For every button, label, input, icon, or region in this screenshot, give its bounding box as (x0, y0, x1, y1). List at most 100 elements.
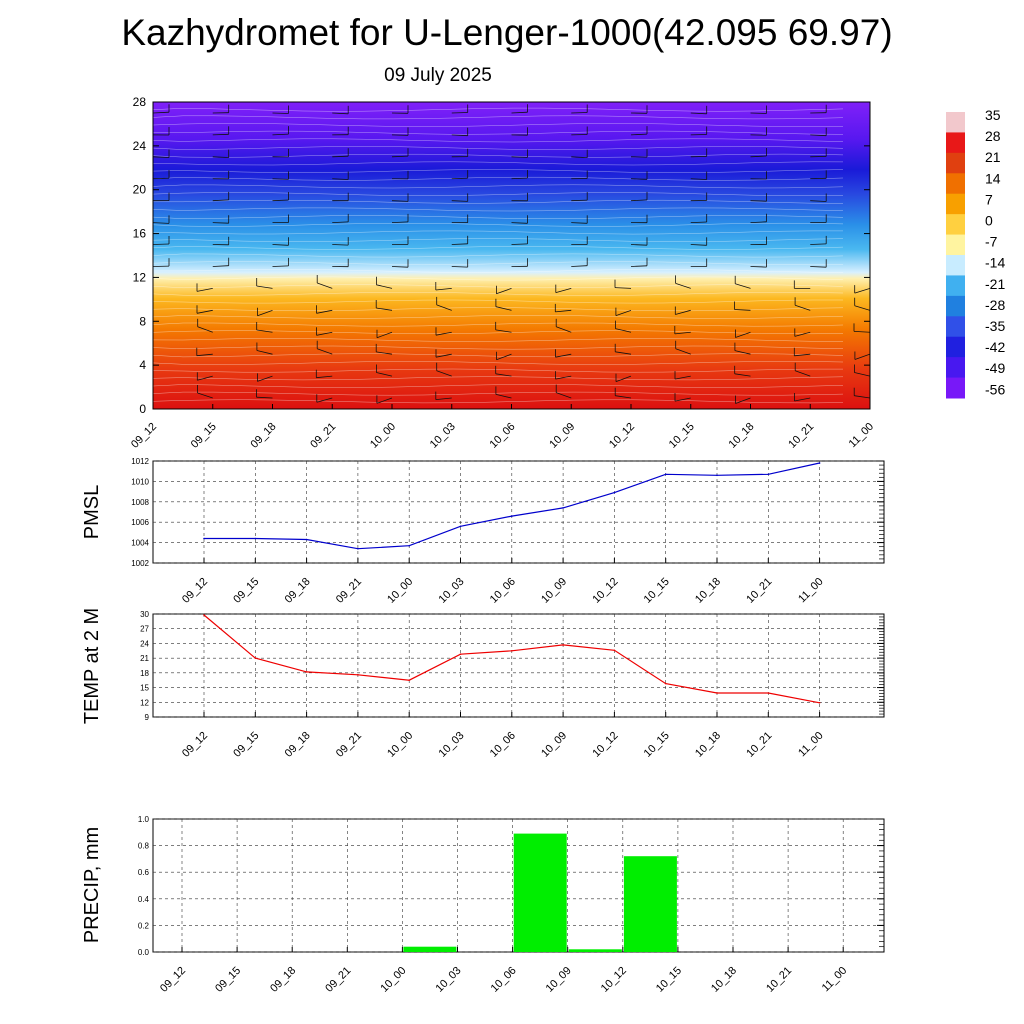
wind-barb (256, 396, 273, 399)
wind-barb (854, 353, 871, 360)
isotherm-line (152, 338, 844, 342)
wind-barb (690, 112, 707, 115)
colorbar-label-1: 28 (985, 128, 1001, 144)
colorbar-label-2: 21 (985, 149, 1001, 165)
wind-barb (391, 155, 409, 158)
colorbar-swatch (946, 275, 965, 297)
x-tick-label-2: 09_18 (283, 576, 313, 606)
wind-barb (451, 266, 468, 268)
precip-bar-10_15 (623, 856, 677, 952)
pmsl-point (664, 473, 667, 476)
pmsl-point (357, 547, 359, 550)
wind-barb (734, 309, 751, 311)
pmsl-point (408, 544, 411, 547)
colorbar-label-5: 0 (985, 213, 993, 229)
y-tick-label-5: 1012 (131, 457, 149, 466)
wind-barb (495, 306, 512, 311)
x-tick-label-0: 09_12 (129, 421, 159, 451)
pmsl-point (716, 474, 718, 477)
wind-barb (256, 350, 273, 355)
wind-barb (795, 370, 811, 377)
wind-barb (316, 375, 333, 379)
y-tick-label-1: 12 (140, 698, 149, 707)
wind-barb (212, 133, 229, 136)
wind-barb (212, 156, 229, 158)
y-tick-label-3: 0.6 (138, 868, 150, 877)
wind-barb (496, 353, 512, 361)
wind-barb (272, 112, 289, 114)
x-tick-label-9: 10_15 (654, 965, 684, 995)
isotherm-line (152, 123, 844, 127)
wind-barb (630, 133, 648, 136)
isotherm-line (152, 284, 844, 289)
isotherm-line (152, 322, 844, 327)
x-tick-label-1: 09_15 (189, 421, 219, 451)
isotherm-line (152, 261, 844, 266)
temp-point (818, 702, 821, 704)
wind-barb (615, 351, 632, 355)
wind-barb (451, 177, 468, 180)
wind-barb (436, 370, 452, 377)
wind-barb (794, 331, 811, 337)
x-tick-label-6: 10_06 (488, 730, 518, 760)
temp-point (562, 644, 564, 646)
colorbar-swatch (946, 112, 965, 133)
wind-barb (376, 397, 393, 404)
isotherm-line (153, 269, 844, 273)
wind-barb (391, 266, 409, 268)
colorbar-swatch (946, 132, 965, 154)
panel-frame (152, 613, 885, 718)
wind-barb (615, 309, 632, 316)
wind-barb (152, 111, 170, 114)
wind-barb (196, 353, 213, 357)
wind-barb (674, 331, 691, 335)
wind-barb (750, 200, 767, 202)
wind-barb (571, 265, 588, 267)
x-tick-label-10: 10_18 (693, 730, 723, 760)
y-tick-label-2: 8 (139, 314, 146, 328)
wind-barb (794, 304, 811, 311)
colorbar-label-7: -14 (985, 255, 1005, 271)
wind-barb (511, 177, 528, 180)
pmsl-point (511, 515, 513, 517)
colorbar-swatch (946, 377, 965, 399)
x-tick-label-7: 10_09 (547, 421, 577, 451)
wind-barb (555, 375, 572, 380)
x-tick-label-7: 10_09 (539, 576, 569, 606)
wind-barb (615, 328, 632, 333)
wind-barb (495, 394, 512, 399)
x-tick-label-7: 10_09 (544, 965, 574, 995)
wind-barb (614, 287, 632, 289)
y-tick-label-4: 21 (140, 654, 149, 663)
x-tick-label-7: 10_09 (539, 730, 569, 760)
isotherm-line (152, 169, 844, 173)
pmsl-point (767, 473, 770, 476)
colorbar-label-3: 14 (985, 170, 1001, 186)
wind-barb (750, 266, 767, 268)
temperature-colorbar: 35 28 21 14 7 0 -7 -14 -21 -28 -35 -42 -49 -56 (946, 107, 1005, 399)
x-tick-label-3: 09_21 (323, 965, 353, 995)
x-tick-label-5: 10_03 (428, 421, 458, 451)
temp-point (305, 671, 308, 673)
isotherm-line (152, 391, 844, 396)
y-tick-label-4: 0.8 (138, 842, 150, 851)
wind-barb (854, 395, 871, 399)
isotherm-line (152, 230, 843, 235)
y-tick-label-2: 15 (140, 684, 149, 693)
wind-barb (376, 331, 393, 339)
wind-barb (853, 331, 871, 333)
x-tick-label-4: 10_00 (368, 421, 398, 451)
y-tick-label-0: 0 (139, 402, 146, 416)
wind-barb (495, 329, 512, 333)
colorbar-swatch (946, 336, 965, 358)
y-tick-label-5: 20 (133, 183, 147, 197)
isotherm-line (152, 276, 844, 281)
isotherm-line (153, 130, 844, 135)
wind-barb (316, 331, 333, 336)
pmsl-point (203, 537, 205, 540)
wind-barb (794, 397, 811, 402)
colorbar-swatch (946, 316, 965, 338)
y-tick-label-2: 0.4 (138, 895, 150, 904)
wind-barb (316, 397, 333, 403)
isotherm-line (152, 399, 844, 404)
